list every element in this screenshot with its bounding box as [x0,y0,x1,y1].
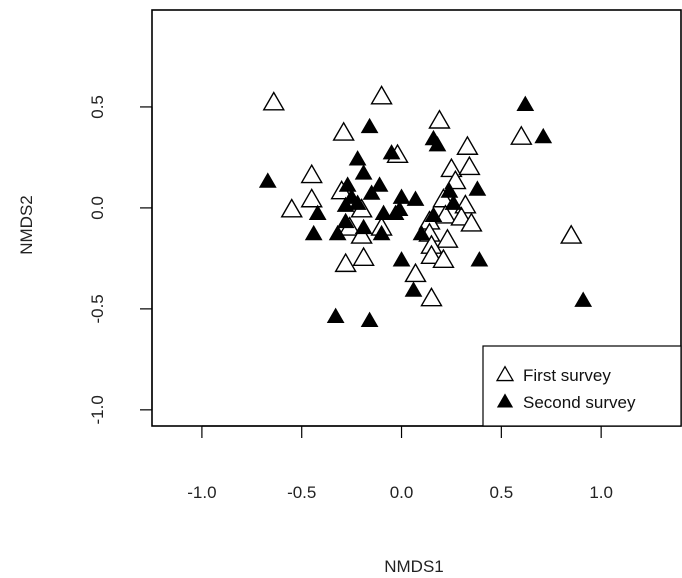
point-first-survey [370,85,393,105]
point-first-survey [440,157,463,178]
x-tick-label: 0.5 [490,483,514,502]
point-first-survey [450,206,473,226]
point-second-survey [354,218,373,235]
point-second-survey [348,150,367,166]
point-second-survey [470,251,489,267]
point-second-survey [412,224,431,241]
point-second-survey [360,117,379,134]
point-first-survey [432,248,455,269]
point-second-survey [372,224,391,241]
point-first-survey [334,252,357,273]
point-first-survey [350,224,373,244]
point-second-survey [392,251,411,267]
point-second-survey [468,180,487,196]
y-axis-title: NMDS2 [17,195,36,255]
point-first-survey [458,155,481,176]
y-tick-label: -0.5 [88,294,107,323]
point-first-survey [510,125,533,145]
point-first-survey [280,198,303,218]
point-second-survey [336,212,355,229]
x-tick-label: 1.0 [589,483,613,502]
point-first-survey [456,135,479,155]
point-second-survey [308,204,327,221]
point-first-survey [300,188,323,208]
point-second-survey [574,291,593,307]
x-tick-label: -1.0 [187,483,216,502]
point-second-survey [370,176,389,192]
point-second-survey [428,135,447,152]
point-first-survey [300,163,323,184]
point-second-survey [354,164,373,180]
point-second-survey [304,224,323,241]
point-first-survey [352,246,375,267]
x-axis-title: NMDS1 [384,557,444,576]
point-first-survey [432,188,455,208]
point-first-survey [559,224,583,244]
point-first-survey [434,204,457,224]
data-points [258,85,593,328]
point-second-survey [362,184,381,200]
point-first-survey [460,212,483,232]
legend-open-triangle-icon [495,365,515,382]
point-second-survey [328,224,347,241]
x-tick-label: 0.0 [390,483,414,502]
point-second-survey [424,206,443,223]
point-second-survey [390,200,409,216]
legend-label: Second survey [523,393,636,412]
point-second-survey [374,204,393,221]
point-second-survey [440,182,459,198]
point-first-survey [428,109,451,129]
point-first-survey [404,262,427,283]
y-tick-label: 0.0 [88,196,107,220]
point-second-survey [392,188,411,204]
legend-label: First survey [523,366,611,385]
point-second-survey [336,196,355,212]
point-second-survey [444,194,463,210]
point-second-survey [326,307,345,323]
point-first-survey [420,244,443,264]
legend: First survey Second survey [482,345,682,427]
point-first-survey [332,121,355,141]
point-second-survey [404,281,423,297]
axes: -1.0 -0.5 0.0 0.5 1.0 -1.0 -0.5 0.0 0.5 [88,95,613,502]
point-second-survey [406,190,425,206]
y-tick-label: -1.0 [88,395,107,424]
point-second-survey [348,194,367,210]
point-first-survey [436,228,459,248]
x-tick-label: -0.5 [287,483,316,502]
point-first-survey [262,91,285,111]
point-second-survey [360,311,379,328]
point-second-survey [534,127,553,144]
point-second-survey [382,144,401,160]
point-second-survey [516,95,535,111]
plot-frame [151,9,682,427]
legend-box [482,345,682,427]
point-first-survey [420,286,443,307]
point-second-survey [338,176,357,192]
legend-filled-triangle-icon [496,393,514,408]
y-tick-label: 0.5 [88,95,107,119]
point-second-survey [258,172,277,188]
